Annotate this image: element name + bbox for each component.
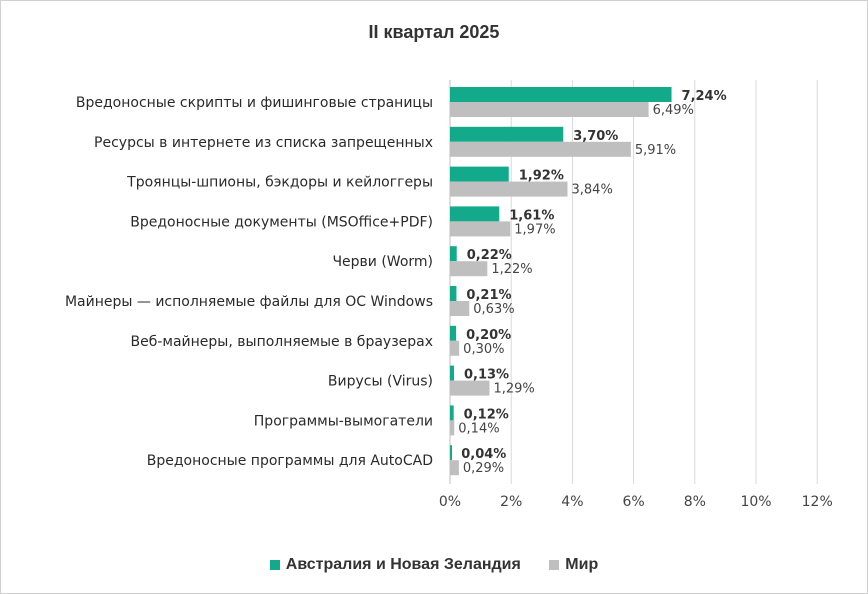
bar-anz (450, 286, 457, 301)
bar-anz (450, 365, 454, 381)
data-label-anz: 0,20% (466, 328, 511, 343)
legend-item-anz: Австралия и Новая Зеландия (269, 556, 521, 574)
bar-world (450, 460, 459, 476)
category-label: Троянцы-шпионы, бэкдоры и кейлоггеры (126, 175, 433, 191)
data-label-world: 6,49% (653, 103, 694, 118)
bar-anz (450, 126, 564, 142)
bar-world (450, 181, 568, 197)
bar-world (450, 420, 455, 436)
x-tick-label: 12% (802, 494, 833, 510)
x-tick-label: 10% (740, 494, 771, 510)
category-label: Вредоносные скрипты и фишинговые страниц… (76, 95, 433, 111)
bar-world (450, 141, 631, 157)
bar-anz (450, 166, 509, 182)
data-label-world: 5,91% (635, 143, 676, 158)
bar-world (450, 301, 470, 316)
category-label: Вредоносные документы (MSOffice+PDF) (130, 214, 433, 230)
category-label: Программы-вымогатели (254, 413, 433, 429)
data-label-anz: 0,21% (466, 288, 511, 303)
legend-swatch-world (549, 560, 560, 570)
x-tick-label: 8% (684, 494, 706, 510)
x-tick-label: 6% (622, 494, 644, 510)
data-label-anz: 0,13% (464, 368, 509, 383)
data-label-world: 1,22% (491, 262, 532, 277)
bar-world (450, 221, 511, 237)
x-tick-label: 2% (500, 494, 522, 510)
data-label-world: 0,63% (473, 302, 514, 317)
data-label-world: 1,29% (493, 382, 534, 397)
legend-label-world: Мир (565, 556, 599, 573)
category-label: Ресурсы в интернете из списка запрещенны… (94, 135, 433, 151)
data-label-anz: 1,61% (509, 208, 554, 223)
legend-swatch-anz (269, 560, 280, 570)
data-label-world: 0,29% (463, 461, 504, 476)
bar-anz (450, 246, 457, 262)
data-label-world: 0,14% (458, 421, 499, 436)
category-label: Черви (Worm) (332, 254, 433, 270)
legend-item-world: Мир (549, 556, 598, 574)
legend-label-anz: Австралия и Новая Зеландия (285, 556, 521, 573)
bar-anz (450, 325, 457, 341)
data-label-world: 0,30% (463, 342, 504, 357)
category-label: Вредоносные программы для AutoCAD (147, 453, 433, 469)
category-label: Майнеры — исполняемые файлы для ОС Windo… (65, 294, 433, 310)
x-tick-label: 4% (561, 494, 583, 510)
bar-anz (450, 87, 672, 102)
data-label-anz: 3,70% (573, 129, 618, 144)
data-label-world: 3,84% (572, 183, 613, 198)
data-label-world: 1,97% (514, 222, 555, 237)
bar-anz (450, 445, 452, 461)
category-label: Вирусы (Virus) (328, 374, 433, 390)
category-label: Веб-майнеры, выполняемые в браузерах (131, 334, 433, 350)
data-label-anz: 7,24% (682, 89, 727, 104)
bar-anz (450, 206, 500, 222)
x-tick-label: 0% (439, 494, 461, 510)
data-label-anz: 0,12% (464, 407, 509, 422)
chart-title: II квартал 2025 (368, 22, 500, 42)
bar-world (450, 102, 649, 117)
bar-anz (450, 405, 454, 421)
data-label-anz: 0,22% (467, 248, 512, 263)
legend: Австралия и Новая Зеландия Мир (0, 556, 868, 575)
data-label-anz: 0,04% (461, 447, 506, 462)
bar-world (450, 261, 488, 277)
bar-world (450, 340, 460, 356)
data-label-anz: 1,92% (519, 169, 564, 184)
bar-world (450, 380, 490, 396)
